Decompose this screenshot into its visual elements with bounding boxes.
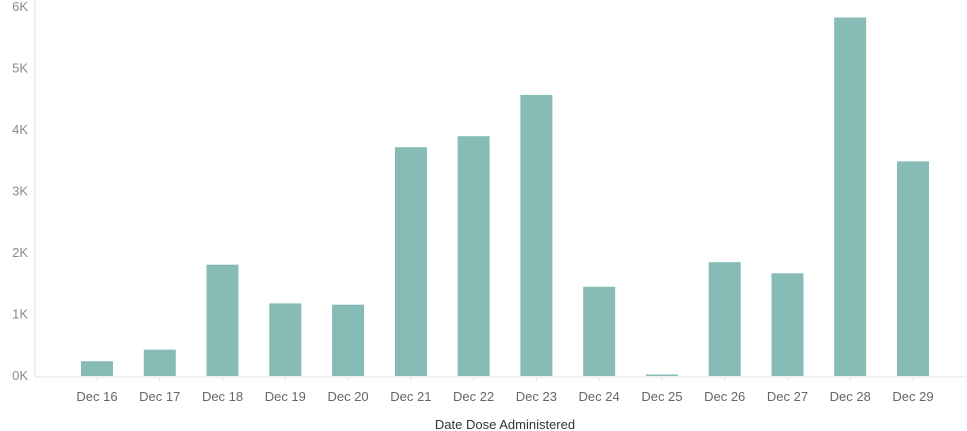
bar[interactable] xyxy=(897,161,929,376)
x-tick-label: Dec 29 xyxy=(892,389,933,404)
y-tick-label: 6K xyxy=(12,0,28,14)
bars xyxy=(81,17,929,377)
bar[interactable] xyxy=(143,349,176,376)
y-tick-label: 0K xyxy=(12,368,28,383)
bar[interactable] xyxy=(81,361,113,376)
x-axis: Dec 16 Dec 17 Dec 18 Dec 19 Dec 20 Dec 21 Dec … xyxy=(35,376,966,404)
x-tick-label: Dec 18 xyxy=(202,389,243,404)
x-tick-label: Dec 24 xyxy=(579,389,620,404)
bar[interactable] xyxy=(520,94,553,377)
x-tick-label: Dec 26 xyxy=(704,389,745,404)
y-tick-label: 1K xyxy=(12,307,28,322)
y-tick-label: 5K xyxy=(12,61,28,76)
bar[interactable] xyxy=(394,147,427,376)
x-axis-title: Date Dose Administered xyxy=(435,417,575,431)
bar[interactable] xyxy=(708,262,741,376)
y-tick-label: 2K xyxy=(12,245,28,260)
x-tick-label: Dec 23 xyxy=(516,389,557,404)
bar[interactable] xyxy=(771,273,804,376)
y-tick-label: 4K xyxy=(12,122,28,137)
x-tick-label: Dec 20 xyxy=(327,389,368,404)
x-tick-label: Dec 21 xyxy=(390,389,431,404)
x-tick-label: Dec 19 xyxy=(265,389,306,404)
y-tick-label: 3K xyxy=(12,184,28,199)
x-tick-label: Dec 17 xyxy=(139,389,180,404)
x-tick-label: Dec 27 xyxy=(767,389,808,404)
bar[interactable] xyxy=(645,374,678,377)
bar[interactable] xyxy=(269,303,302,376)
bar[interactable] xyxy=(834,17,867,377)
bar[interactable] xyxy=(583,286,616,376)
x-tick-label: Dec 16 xyxy=(76,389,117,404)
x-tick-label: Dec 28 xyxy=(830,389,871,404)
bar[interactable] xyxy=(457,136,490,376)
bar[interactable] xyxy=(206,264,239,376)
bar[interactable] xyxy=(332,304,365,376)
y-axis: 0K 1K 2K 3K 4K 5K 6K xyxy=(12,0,36,383)
x-tick-label: Dec 22 xyxy=(453,389,494,404)
x-tick-label: Dec 25 xyxy=(641,389,682,404)
